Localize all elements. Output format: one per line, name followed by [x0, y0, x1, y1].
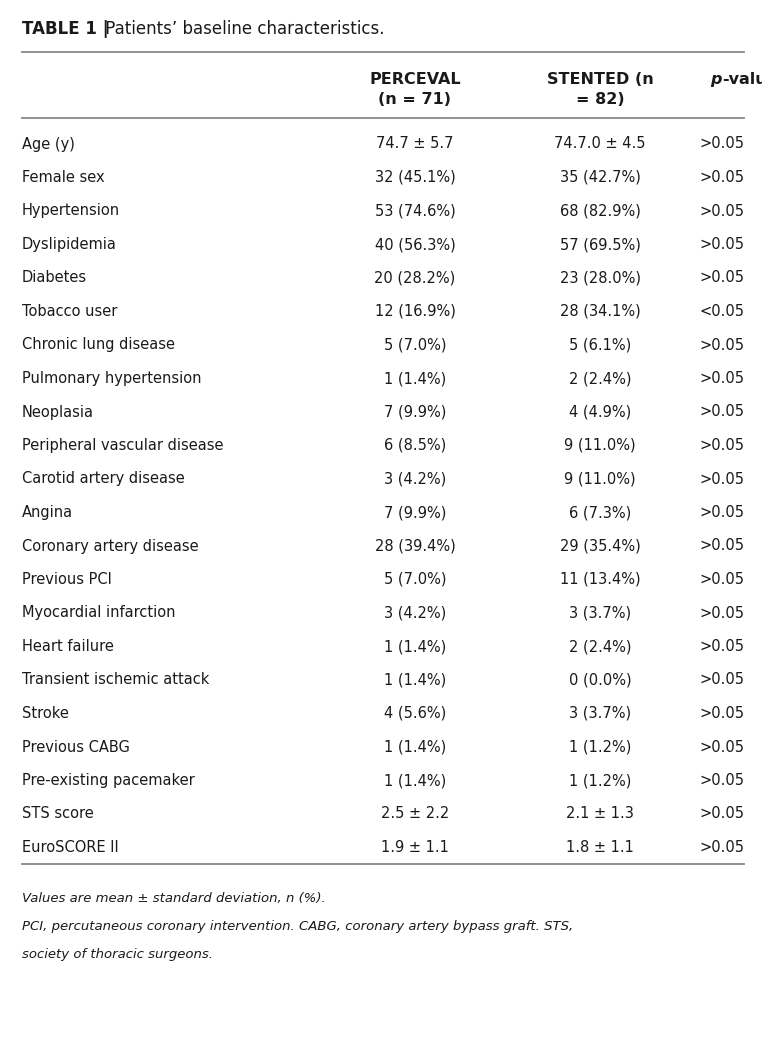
Text: society of thoracic surgeons.: society of thoracic surgeons.: [22, 948, 213, 961]
Text: 57 (69.5%): 57 (69.5%): [559, 237, 640, 252]
Text: 74.7 ± 5.7: 74.7 ± 5.7: [376, 136, 453, 152]
Text: 1 (1.2%): 1 (1.2%): [568, 773, 631, 788]
Text: >0.05: >0.05: [700, 136, 744, 152]
Text: 2.5 ± 2.2: 2.5 ± 2.2: [381, 806, 449, 822]
Text: Pulmonary hypertension: Pulmonary hypertension: [22, 371, 201, 386]
Text: 3 (3.7%): 3 (3.7%): [569, 605, 631, 621]
Text: 3 (4.2%): 3 (4.2%): [384, 605, 446, 621]
Text: >0.05: >0.05: [700, 706, 744, 721]
Text: 4 (4.9%): 4 (4.9%): [569, 405, 631, 419]
Text: 9 (11.0%): 9 (11.0%): [564, 471, 636, 487]
Text: 1 (1.2%): 1 (1.2%): [568, 739, 631, 754]
Text: STS score: STS score: [22, 806, 94, 822]
Text: Neoplasia: Neoplasia: [22, 405, 94, 419]
Text: >0.05: >0.05: [700, 806, 744, 822]
Text: 40 (56.3%): 40 (56.3%): [375, 237, 456, 252]
Text: Age (y): Age (y): [22, 136, 75, 152]
Text: <0.05: <0.05: [700, 304, 744, 319]
Text: 1 (1.4%): 1 (1.4%): [384, 773, 446, 788]
Text: Previous PCI: Previous PCI: [22, 572, 112, 587]
Text: 0 (0.0%): 0 (0.0%): [568, 673, 631, 687]
Text: 28 (39.4%): 28 (39.4%): [375, 539, 456, 553]
Text: >0.05: >0.05: [700, 237, 744, 252]
Text: 1 (1.4%): 1 (1.4%): [384, 371, 446, 386]
Text: 35 (42.7%): 35 (42.7%): [559, 170, 640, 185]
Text: = 82): = 82): [575, 92, 624, 107]
Text: 1.9 ± 1.1: 1.9 ± 1.1: [381, 840, 449, 855]
Text: Diabetes: Diabetes: [22, 270, 87, 286]
Text: 4 (5.6%): 4 (5.6%): [384, 706, 446, 721]
Text: PERCEVAL: PERCEVAL: [369, 72, 461, 87]
Text: 32 (45.1%): 32 (45.1%): [375, 170, 456, 185]
Text: 2 (2.4%): 2 (2.4%): [568, 371, 631, 386]
Text: 53 (74.6%): 53 (74.6%): [375, 204, 456, 218]
Text: 11 (13.4%): 11 (13.4%): [559, 572, 640, 587]
Text: 9 (11.0%): 9 (11.0%): [564, 438, 636, 453]
Text: >0.05: >0.05: [700, 773, 744, 788]
Text: EuroSCORE II: EuroSCORE II: [22, 840, 119, 855]
Text: STENTED (n: STENTED (n: [546, 72, 653, 87]
Text: Transient ischemic attack: Transient ischemic attack: [22, 673, 210, 687]
Text: -value: -value: [722, 72, 762, 87]
Text: >0.05: >0.05: [700, 438, 744, 453]
Text: 1 (1.4%): 1 (1.4%): [384, 639, 446, 654]
Text: Hypertension: Hypertension: [22, 204, 120, 218]
Text: >0.05: >0.05: [700, 371, 744, 386]
Text: >0.05: >0.05: [700, 338, 744, 353]
Text: 1 (1.4%): 1 (1.4%): [384, 739, 446, 754]
Text: 5 (7.0%): 5 (7.0%): [384, 572, 447, 587]
Text: 2.1 ± 1.3: 2.1 ± 1.3: [566, 806, 634, 822]
Text: >0.05: >0.05: [700, 539, 744, 553]
Text: 7 (9.9%): 7 (9.9%): [384, 405, 447, 419]
Text: 3 (4.2%): 3 (4.2%): [384, 471, 446, 487]
Text: 5 (6.1%): 5 (6.1%): [569, 338, 631, 353]
Text: Tobacco user: Tobacco user: [22, 304, 117, 319]
Text: 6 (7.3%): 6 (7.3%): [569, 505, 631, 520]
Text: 1.8 ± 1.1: 1.8 ± 1.1: [566, 840, 634, 855]
Text: >0.05: >0.05: [700, 673, 744, 687]
Text: Pre-existing pacemaker: Pre-existing pacemaker: [22, 773, 195, 788]
Text: 7 (9.9%): 7 (9.9%): [384, 505, 447, 520]
Text: p: p: [710, 72, 722, 87]
Text: 28 (34.1%): 28 (34.1%): [559, 304, 640, 319]
Text: Peripheral vascular disease: Peripheral vascular disease: [22, 438, 223, 453]
Text: >0.05: >0.05: [700, 605, 744, 621]
Text: >0.05: >0.05: [700, 840, 744, 855]
Text: 74.7.0 ± 4.5: 74.7.0 ± 4.5: [554, 136, 645, 152]
Text: TABLE 1 |: TABLE 1 |: [22, 20, 109, 38]
Text: Values are mean ± standard deviation, n (%).: Values are mean ± standard deviation, n …: [22, 892, 325, 905]
Text: Patients’ baseline characteristics.: Patients’ baseline characteristics.: [100, 20, 385, 38]
Text: 29 (35.4%): 29 (35.4%): [559, 539, 640, 553]
Text: 5 (7.0%): 5 (7.0%): [384, 338, 447, 353]
Text: >0.05: >0.05: [700, 270, 744, 286]
Text: Heart failure: Heart failure: [22, 639, 114, 654]
Text: Chronic lung disease: Chronic lung disease: [22, 338, 175, 353]
Text: 20 (28.2%): 20 (28.2%): [374, 270, 456, 286]
Text: >0.05: >0.05: [700, 505, 744, 520]
Text: >0.05: >0.05: [700, 639, 744, 654]
Text: >0.05: >0.05: [700, 739, 744, 754]
Text: 2 (2.4%): 2 (2.4%): [568, 639, 631, 654]
Text: >0.05: >0.05: [700, 405, 744, 419]
Text: 6 (8.5%): 6 (8.5%): [384, 438, 446, 453]
Text: PCI, percutaneous coronary intervention. CABG, coronary artery bypass graft. STS: PCI, percutaneous coronary intervention.…: [22, 920, 573, 933]
Text: >0.05: >0.05: [700, 204, 744, 218]
Text: >0.05: >0.05: [700, 572, 744, 587]
Text: 3 (3.7%): 3 (3.7%): [569, 706, 631, 721]
Text: Angina: Angina: [22, 505, 73, 520]
Text: Dyslipidemia: Dyslipidemia: [22, 237, 117, 252]
Text: 68 (82.9%): 68 (82.9%): [559, 204, 640, 218]
Text: >0.05: >0.05: [700, 471, 744, 487]
Text: >0.05: >0.05: [700, 170, 744, 185]
Text: Myocardial infarction: Myocardial infarction: [22, 605, 175, 621]
Text: Stroke: Stroke: [22, 706, 69, 721]
Text: 12 (16.9%): 12 (16.9%): [375, 304, 456, 319]
Text: Coronary artery disease: Coronary artery disease: [22, 539, 199, 553]
Text: 23 (28.0%): 23 (28.0%): [559, 270, 641, 286]
Text: Carotid artery disease: Carotid artery disease: [22, 471, 184, 487]
Text: 1 (1.4%): 1 (1.4%): [384, 673, 446, 687]
Text: Female sex: Female sex: [22, 170, 104, 185]
Text: Previous CABG: Previous CABG: [22, 739, 130, 754]
Text: (n = 71): (n = 71): [379, 92, 452, 107]
